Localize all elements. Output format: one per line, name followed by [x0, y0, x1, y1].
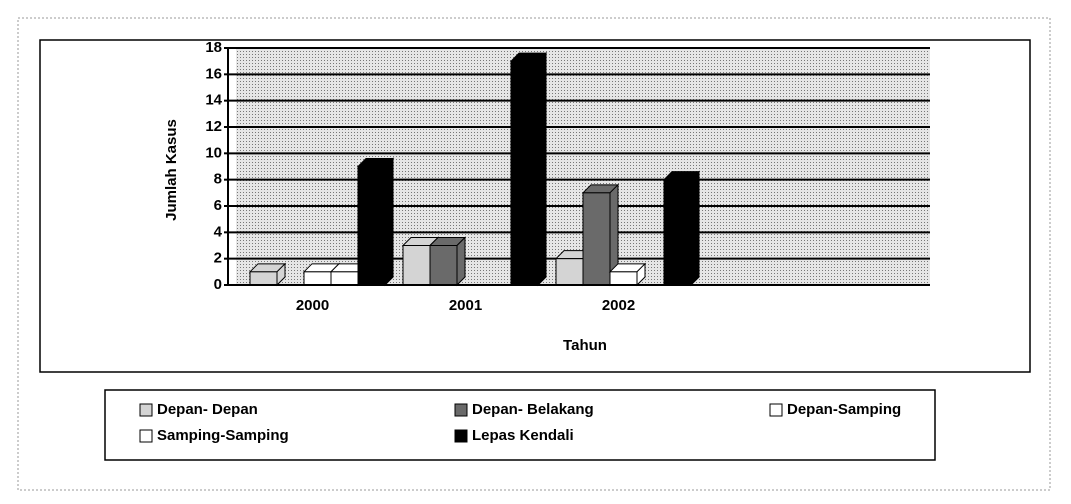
legend	[104, 389, 936, 461]
bar-side	[384, 157, 394, 287]
bar-side	[537, 51, 547, 287]
bar	[303, 271, 332, 286]
y-axis-label: Jumlah Kasus	[163, 119, 180, 221]
legend-label: Lepas Kendali	[472, 427, 574, 444]
y-tick-label: 4	[214, 223, 223, 240]
y-tick-label: 16	[205, 65, 222, 82]
bar	[357, 166, 386, 286]
outer-frame	[17, 17, 1051, 491]
x-axis-label: Tahun	[563, 337, 607, 354]
legend-label: Depan- Belakang	[472, 401, 594, 418]
bar	[663, 179, 692, 286]
legend-swatch	[454, 429, 468, 443]
y-tick-label: 0	[214, 276, 222, 293]
y-tick-label: 12	[205, 118, 222, 135]
x-tick-label: 2000	[296, 297, 329, 314]
legend-label: Depan-Samping	[787, 401, 901, 418]
bar	[609, 271, 638, 286]
y-tick-label: 10	[205, 144, 222, 161]
y-tick-label: 8	[214, 171, 222, 188]
bar	[555, 258, 584, 286]
legend-swatch	[454, 403, 468, 417]
legend-label: Samping-Samping	[157, 427, 289, 444]
bar	[402, 245, 431, 286]
bar-side	[456, 236, 466, 287]
bar-side	[690, 170, 700, 287]
bar	[429, 245, 458, 286]
x-tick-label: 2001	[449, 297, 482, 314]
y-tick-label: 6	[214, 197, 222, 214]
y-tick-label: 18	[205, 39, 222, 56]
y-tick-label: 2	[214, 250, 222, 267]
legend-swatch	[769, 403, 783, 417]
bar	[510, 60, 539, 286]
x-tick-label: 2002	[602, 297, 635, 314]
bar	[582, 192, 611, 286]
legend-swatch	[139, 429, 153, 443]
bar	[330, 271, 359, 286]
bar	[249, 271, 278, 286]
legend-label: Depan- Depan	[157, 401, 258, 418]
legend-swatch	[139, 403, 153, 417]
y-tick-label: 14	[205, 92, 222, 109]
